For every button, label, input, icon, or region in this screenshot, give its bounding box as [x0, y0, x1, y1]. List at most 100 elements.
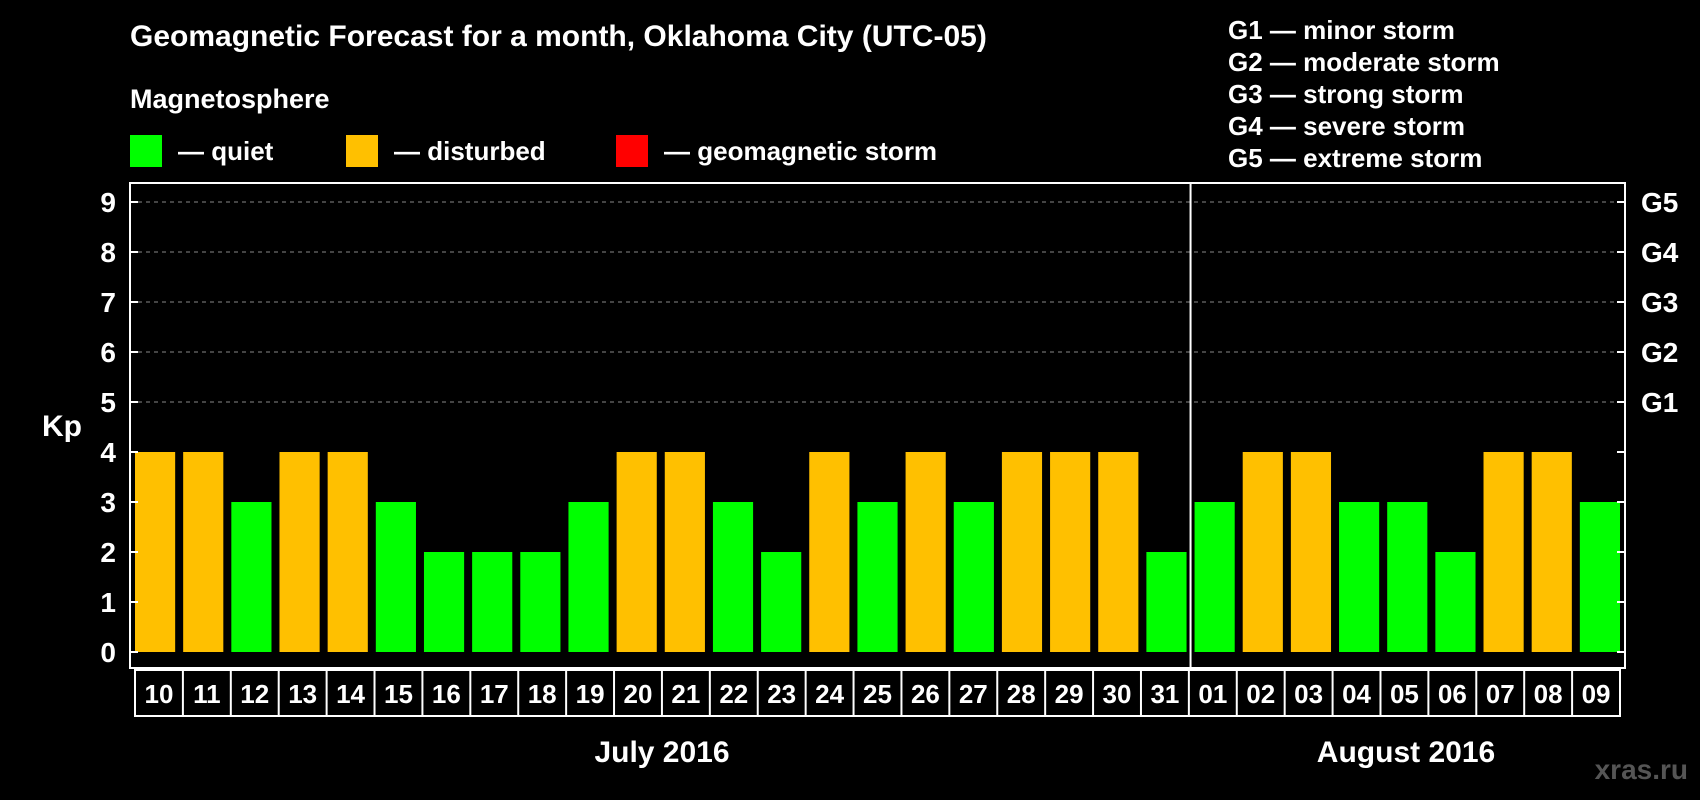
x-tick-label-08: 08	[1534, 679, 1563, 709]
legend-label-disturbed: — disturbed	[394, 135, 546, 166]
bar-27	[953, 502, 994, 652]
x-tick-label-23: 23	[767, 679, 796, 709]
bar-23	[761, 552, 802, 652]
x-tick-label-09: 09	[1582, 679, 1611, 709]
bar-13	[279, 452, 320, 652]
legend-label-quiet: — quiet	[178, 135, 274, 166]
x-tick-label-12: 12	[240, 679, 269, 709]
x-tick-label-03: 03	[1294, 679, 1323, 709]
bar-06	[1435, 552, 1476, 652]
bar-10	[135, 452, 176, 652]
bar-07	[1483, 452, 1524, 652]
storm-scale-g5: G5 — extreme storm	[1228, 143, 1483, 173]
bar-29	[1050, 452, 1091, 652]
x-tick-label-27: 27	[959, 679, 988, 709]
x-tick-label-15: 15	[384, 679, 413, 709]
bar-31	[1146, 552, 1187, 652]
x-tick-label-24: 24	[815, 679, 844, 709]
x-tick-label-19: 19	[576, 679, 605, 709]
watermark: xras.ru	[1594, 754, 1688, 785]
x-tick-label-25: 25	[863, 679, 892, 709]
legend-swatch-quiet	[130, 135, 162, 167]
x-tick-label-22: 22	[719, 679, 748, 709]
month-label-august: August 2016	[1316, 736, 1496, 769]
bar-25	[857, 502, 898, 652]
bar-12	[231, 502, 272, 652]
bar-28	[1001, 452, 1043, 652]
bar-16	[423, 552, 465, 652]
storm-scale-g4: G4 — severe storm	[1228, 111, 1466, 141]
legend-label-storm: — geomagnetic storm	[664, 135, 938, 166]
legend-quiet: — quiet	[130, 134, 273, 168]
x-tick-label-16: 16	[432, 679, 461, 709]
legend-swatch-disturbed	[346, 135, 378, 167]
y-tick-label-4: 4	[100, 437, 116, 468]
g-label-g3: G3	[1641, 287, 1678, 318]
y-tick-label-1: 1	[100, 587, 116, 618]
y-tick-label-5: 5	[100, 387, 116, 418]
x-tick-label-30: 30	[1103, 679, 1132, 709]
x-tick-label-18: 18	[528, 679, 557, 709]
storm-scale-legend: G1 — minor storm G2 — moderate storm G3 …	[1228, 14, 1500, 174]
y-tick-label-8: 8	[100, 237, 116, 268]
x-tick-label-28: 28	[1007, 679, 1036, 709]
bar-19	[568, 502, 609, 652]
g-label-g4: G4	[1641, 237, 1679, 268]
y-tick-label-7: 7	[100, 287, 116, 318]
y-axis-label: Kp	[42, 410, 82, 443]
bar-20	[616, 452, 657, 652]
bar-08	[1531, 452, 1572, 652]
x-tick-label-31: 31	[1150, 679, 1179, 709]
bar-04	[1339, 502, 1380, 652]
date-axis-frame	[134, 669, 1621, 717]
bar-11	[183, 452, 224, 652]
bar-24	[809, 452, 850, 652]
storm-scale-g3: G3 — strong storm	[1228, 79, 1464, 109]
bar-26	[905, 452, 946, 652]
g-label-g2: G2	[1641, 337, 1678, 368]
bar-21	[664, 452, 705, 652]
bar-17	[472, 552, 513, 652]
bar-09	[1579, 502, 1620, 652]
legend-subtitle: Magnetosphere	[130, 84, 330, 114]
x-tick-label-06: 06	[1438, 679, 1467, 709]
storm-scale-g2: G2 — moderate storm	[1228, 47, 1500, 77]
y-tick-label-9: 9	[100, 187, 116, 218]
x-tick-label-21: 21	[671, 679, 700, 709]
x-tick-label-10: 10	[144, 679, 173, 709]
g-label-g5: G5	[1641, 187, 1678, 218]
x-tick-label-07: 07	[1486, 679, 1515, 709]
x-tick-label-26: 26	[911, 679, 940, 709]
bar-18	[520, 552, 561, 652]
bar-14	[327, 452, 368, 652]
x-tick-label-02: 02	[1246, 679, 1275, 709]
x-tick-label-20: 20	[624, 679, 653, 709]
y-tick-label-3: 3	[100, 487, 116, 518]
x-tick-label-05: 05	[1390, 679, 1419, 709]
bar-05	[1387, 502, 1428, 652]
legend-disturbed: — disturbed	[346, 134, 546, 168]
plot-frame	[129, 182, 1626, 669]
bar-03	[1290, 452, 1332, 652]
legend-swatch-storm	[616, 135, 648, 167]
bar-15	[375, 502, 416, 652]
g-label-g1: G1	[1641, 387, 1678, 418]
x-tick-label-04: 04	[1342, 679, 1371, 709]
month-label-july: July 2016	[594, 736, 730, 769]
legend-storm: — geomagnetic storm	[616, 134, 937, 168]
bar-22	[712, 502, 754, 652]
x-tick-label-11: 11	[193, 679, 221, 709]
storm-scale-g1: G1 — minor storm	[1228, 15, 1455, 45]
x-tick-label-29: 29	[1055, 679, 1084, 709]
chart-title: Geomagnetic Forecast for a month, Oklaho…	[130, 20, 987, 53]
x-tick-label-01: 01	[1198, 679, 1227, 709]
bar-30	[1098, 452, 1139, 652]
x-tick-label-14: 14	[336, 679, 365, 709]
x-tick-label-17: 17	[480, 679, 509, 709]
x-tick-label-13: 13	[288, 679, 317, 709]
bar-02	[1242, 452, 1283, 652]
y-tick-label-6: 6	[100, 337, 116, 368]
bar-01	[1194, 502, 1235, 652]
y-tick-label-0: 0	[100, 637, 116, 668]
